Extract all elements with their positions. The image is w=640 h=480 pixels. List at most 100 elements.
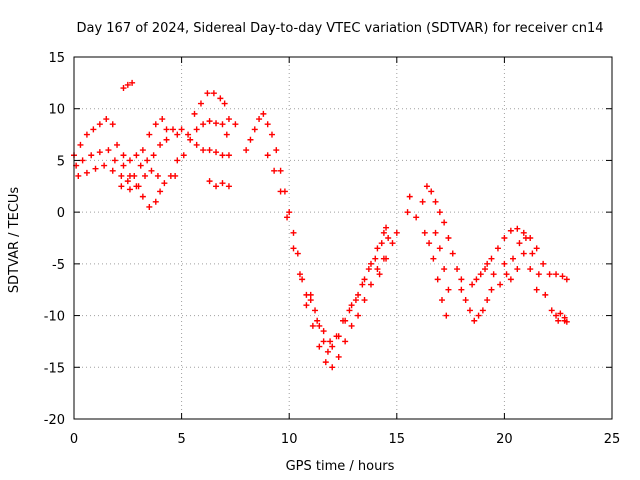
data-point (406, 193, 413, 200)
data-point (303, 302, 310, 309)
data-point (436, 209, 443, 216)
y-tick-label: -10 (44, 310, 65, 325)
data-point (320, 328, 327, 335)
data-point (146, 131, 153, 138)
data-point (206, 147, 213, 154)
x-axis-label: GPS time / hours (286, 459, 395, 474)
data-point (154, 172, 161, 179)
data-point (445, 286, 452, 293)
data-point (284, 214, 291, 221)
data-point (320, 338, 327, 345)
data-point (367, 260, 374, 267)
grid-lines (74, 57, 612, 419)
data-point (286, 209, 293, 216)
data-point (376, 271, 383, 278)
data-point (277, 167, 284, 174)
data-point (290, 229, 297, 236)
data-point (546, 271, 553, 278)
data-point (441, 266, 448, 273)
data-point (510, 255, 517, 262)
data-point (542, 291, 549, 298)
data-point (355, 312, 362, 319)
data-point (514, 266, 521, 273)
data-point (251, 126, 258, 133)
data-point (101, 162, 108, 169)
series-track-1 (71, 116, 170, 164)
series-track-2 (73, 136, 170, 185)
data-point (133, 183, 140, 190)
data-point (488, 286, 495, 293)
y-tick-label: -20 (44, 413, 65, 428)
data-point (225, 152, 232, 159)
data-point (365, 266, 372, 273)
data-point (324, 348, 331, 355)
data-point (157, 141, 164, 148)
data-point (432, 229, 439, 236)
data-point (200, 121, 207, 128)
data-point (114, 141, 121, 148)
data-point (563, 276, 570, 283)
series-track-15 (419, 183, 465, 283)
data-point (316, 343, 323, 350)
data-point (507, 227, 514, 234)
data-point (473, 276, 480, 283)
data-point (501, 235, 508, 241)
data-point (443, 312, 450, 319)
data-point (193, 126, 200, 133)
data-point (75, 172, 82, 179)
y-tick-label: 0 (57, 206, 65, 221)
data-point (204, 90, 211, 97)
data-point (111, 157, 118, 164)
data-point (378, 240, 385, 247)
data-point (527, 266, 534, 273)
series-track-18 (458, 286, 495, 324)
data-point (133, 152, 140, 159)
data-point (469, 281, 476, 288)
data-point (120, 152, 127, 159)
data-point (475, 312, 482, 319)
data-point (423, 183, 430, 190)
data-point (124, 178, 131, 185)
data-point (163, 136, 170, 143)
data-point (507, 276, 514, 283)
data-point (157, 188, 164, 195)
data-point (535, 271, 542, 278)
data-point (126, 172, 133, 179)
data-point (348, 322, 355, 329)
data-point (477, 271, 484, 278)
data-point (210, 90, 217, 97)
series-track-6 (169, 90, 239, 138)
data-point (367, 281, 374, 288)
data-point (385, 235, 392, 241)
data-point (520, 250, 527, 257)
data-point (187, 136, 194, 143)
data-point (150, 152, 157, 159)
data-point (223, 131, 230, 138)
data-point (428, 188, 435, 195)
data-point (432, 198, 439, 205)
data-point (232, 121, 239, 128)
data-point (169, 126, 176, 133)
data-point (380, 229, 387, 236)
data-point (139, 147, 146, 154)
data-point (516, 240, 523, 247)
data-point (77, 141, 84, 148)
data-point (243, 147, 250, 154)
data-point (389, 240, 396, 247)
data-point (413, 214, 420, 221)
data-point (213, 183, 220, 190)
data-point (520, 229, 527, 236)
data-point (152, 121, 159, 128)
data-point (268, 131, 275, 138)
data-point (96, 149, 103, 156)
data-point (260, 110, 267, 117)
data-point (307, 291, 314, 298)
data-point (299, 276, 306, 283)
data-point (458, 286, 465, 293)
data-point (372, 255, 379, 262)
data-point (225, 183, 232, 190)
data-point (346, 307, 353, 314)
data-point (88, 152, 95, 159)
data-point (264, 152, 271, 159)
data-point (185, 131, 192, 138)
